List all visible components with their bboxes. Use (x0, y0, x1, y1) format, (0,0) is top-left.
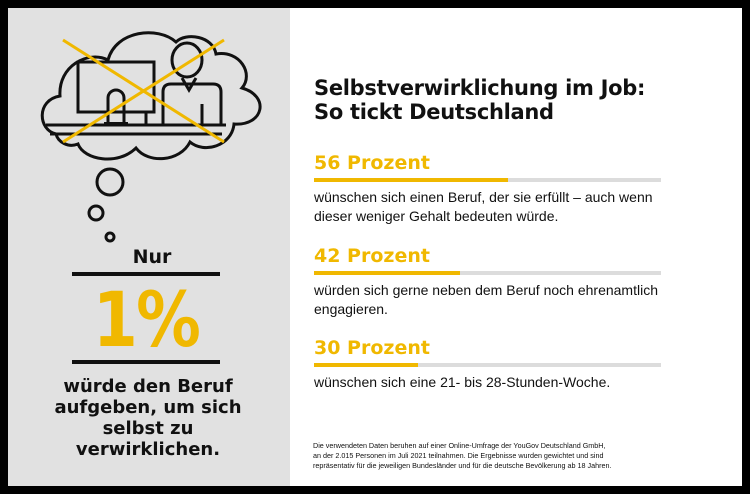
stat-percent: 30 Prozent (314, 337, 430, 359)
divider (72, 272, 220, 276)
footnote-line: an der 2.015 Personen im Juli 2021 teiln… (313, 451, 604, 460)
stat-percent: 42 Prozent (314, 245, 430, 267)
stat-description: wünschen sich einen Beruf, der sie erfül… (314, 189, 653, 224)
stat-item: 42 Prozent würden sich gerne neben dem B… (314, 244, 664, 319)
progress-track (314, 178, 661, 182)
footnote-line: repräsentativ für die jeweiligen Bundesl… (313, 461, 612, 470)
left-panel: Nur 1% würde den Beruf aufgeben, um sich… (8, 8, 290, 486)
progress-fill (314, 178, 509, 182)
prefix-label: Nur (132, 246, 172, 268)
thought-cloud-crossed-out-desk-worker-icon (40, 31, 262, 243)
stat-description: würden sich gerne neben dem Beruf noch e… (314, 282, 658, 317)
title-line: Selbstverwirklichung im Job: (314, 76, 646, 100)
footnote-line: Die verwendeten Daten beruhen auf einer … (313, 441, 606, 450)
divider (72, 360, 220, 364)
stat-description: wünschen sich eine 21- bis 28-Stunden-Wo… (314, 374, 611, 390)
progress-track (314, 271, 661, 275)
stat-item: 30 Prozent wünschen sich eine 21- bis 28… (314, 336, 664, 392)
progress-fill (314, 271, 460, 275)
footnote: Die verwendeten Daten beruhen auf einer … (313, 441, 611, 471)
progress-track (314, 363, 661, 367)
stat-percent: 56 Prozent (314, 152, 430, 174)
claim-text: würde den Beruf aufgeben, um sich selbst… (54, 376, 242, 460)
title-line: So tickt Deutschland (314, 100, 554, 124)
progress-fill (314, 363, 419, 367)
page-title: Selbstverwirklichung im Job: So tickt De… (314, 76, 645, 124)
infographic: Nur 1% würde den Beruf aufgeben, um sich… (8, 8, 742, 486)
stat-item: 56 Prozent wünschen sich einen Beruf, de… (314, 151, 664, 226)
headline-figure: 1% (92, 275, 201, 364)
